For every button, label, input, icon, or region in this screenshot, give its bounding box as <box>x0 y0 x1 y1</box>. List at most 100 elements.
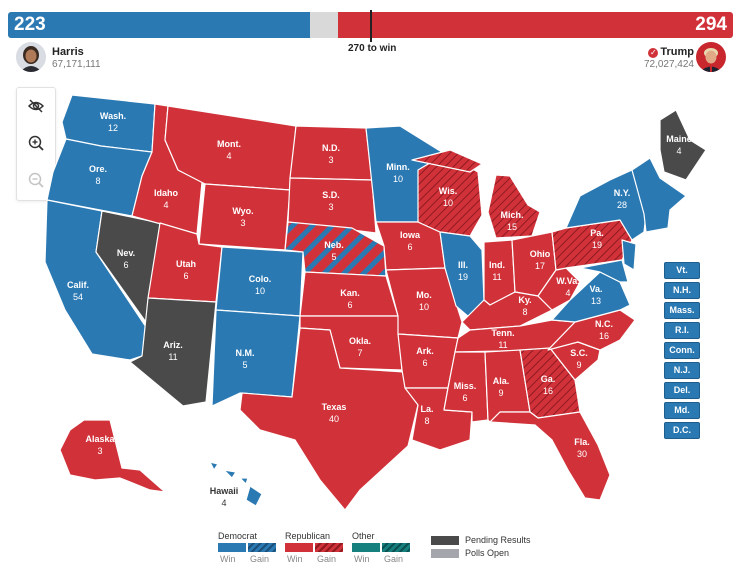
pending-bar-segment <box>310 12 338 38</box>
svg-text:40: 40 <box>329 414 339 424</box>
legend-swatch-gain <box>382 543 410 552</box>
svg-text:Mont.: Mont. <box>217 139 241 149</box>
svg-text:10: 10 <box>393 174 403 184</box>
legend-swatch-win <box>285 543 313 552</box>
svg-text:Ala.: Ala. <box>493 376 510 386</box>
legend-swatch-win <box>218 543 246 552</box>
legend-label-gain: Gain <box>250 554 270 564</box>
state-az[interactable] <box>129 297 217 407</box>
state-box-dc[interactable]: D.C. <box>664 422 700 439</box>
legend-title: Other <box>352 531 375 541</box>
state-wy[interactable] <box>198 183 291 251</box>
svg-text:N.C.: N.C. <box>595 319 613 329</box>
svg-text:Ore.: Ore. <box>89 164 107 174</box>
svg-text:Pa.: Pa. <box>590 228 604 238</box>
legend-label-polls-open: Polls Open <box>465 548 510 558</box>
svg-text:3: 3 <box>328 155 333 165</box>
state-box-nh[interactable]: N.H. <box>664 282 700 299</box>
svg-text:15: 15 <box>507 222 517 232</box>
legend-label-win: Win <box>287 554 303 564</box>
state-box-md[interactable]: Md. <box>664 402 700 419</box>
avatar <box>696 42 726 72</box>
legend-label-win: Win <box>354 554 370 564</box>
svg-text:28: 28 <box>617 200 627 210</box>
legend-swatch-pending <box>431 536 459 545</box>
hide-labels-icon <box>27 99 45 113</box>
zoom-in-icon <box>28 135 44 151</box>
state-fl[interactable] <box>489 411 611 501</box>
svg-text:Maine: Maine <box>666 134 692 144</box>
svg-text:13: 13 <box>591 296 601 306</box>
svg-text:10: 10 <box>443 198 453 208</box>
state-mi[interactable] <box>411 149 541 239</box>
svg-text:4: 4 <box>226 151 231 161</box>
state-nd[interactable] <box>289 125 373 181</box>
svg-text:17: 17 <box>535 261 545 271</box>
svg-text:Calif.: Calif. <box>67 280 89 290</box>
candidate-popular-votes: 67,171,111 <box>52 59 101 70</box>
svg-text:6: 6 <box>183 271 188 281</box>
legend-title: Democrat <box>218 531 258 541</box>
zoom-out-icon <box>28 172 44 188</box>
svg-text:Ariz.: Ariz. <box>163 340 183 350</box>
state-new-england[interactable] <box>631 157 687 233</box>
state-box-nj[interactable]: N.J. <box>664 362 700 379</box>
hide-labels-button[interactable] <box>17 88 55 124</box>
state-box-ct[interactable]: Conn. <box>664 342 700 359</box>
svg-text:30: 30 <box>577 449 587 459</box>
candidate-name: Harris <box>52 46 84 58</box>
legend-swatch-polls-open <box>431 549 459 558</box>
svg-text:Alaska: Alaska <box>85 434 115 444</box>
svg-text:N.M.: N.M. <box>236 348 255 358</box>
state-md[interactable] <box>579 259 629 283</box>
state-sd[interactable] <box>287 177 377 234</box>
threshold-label: 270 to win <box>348 43 397 54</box>
state-box-ma[interactable]: Mass. <box>664 302 700 319</box>
state-me[interactable] <box>659 109 707 181</box>
svg-text:Ill.: Ill. <box>458 260 468 270</box>
state-nm[interactable] <box>211 309 301 407</box>
state-va[interactable] <box>551 271 631 323</box>
zoom-out-button[interactable] <box>17 162 55 198</box>
rep-electoral-votes: 294 <box>695 14 727 35</box>
svg-text:Okla.: Okla. <box>349 336 371 346</box>
svg-text:Va.: Va. <box>589 284 602 294</box>
svg-text:3: 3 <box>328 202 333 212</box>
svg-text:11: 11 <box>492 272 501 282</box>
state-nj[interactable] <box>621 239 637 271</box>
svg-text:S.D.: S.D. <box>322 190 340 200</box>
zoom-in-button[interactable] <box>17 125 55 161</box>
state-tx[interactable] <box>239 327 419 511</box>
svg-text:16: 16 <box>543 386 553 396</box>
svg-text:6: 6 <box>123 260 128 270</box>
svg-text:Hawaii: Hawaii <box>210 486 239 496</box>
svg-text:Neb.: Neb. <box>324 240 344 250</box>
svg-text:4: 4 <box>221 498 226 508</box>
svg-text:S.C.: S.C. <box>570 348 588 358</box>
svg-text:4: 4 <box>676 146 681 156</box>
candidate-popular-votes: 72,027,424 <box>643 59 694 70</box>
svg-text:5: 5 <box>331 252 336 262</box>
dem-electoral-votes: 223 <box>14 14 46 35</box>
state-hi[interactable] <box>209 461 263 507</box>
state-ak[interactable] <box>59 419 166 493</box>
svg-text:N.Y.: N.Y. <box>614 188 631 198</box>
svg-text:Ky.: Ky. <box>518 295 531 305</box>
legend-swatch-gain <box>315 543 343 552</box>
state-box-de[interactable]: Del. <box>664 382 700 399</box>
svg-text:Wash.: Wash. <box>100 111 126 121</box>
svg-text:Mich.: Mich. <box>500 210 523 220</box>
svg-text:6: 6 <box>407 242 412 252</box>
svg-text:Ga.: Ga. <box>541 374 556 384</box>
svg-text:5: 5 <box>242 360 247 370</box>
svg-text:Mo.: Mo. <box>416 290 432 300</box>
state-box-ri[interactable]: R.I. <box>664 322 700 339</box>
state-box-vt[interactable]: Vt. <box>664 262 700 279</box>
svg-text:6: 6 <box>462 393 467 403</box>
electoral-vote-bar: 223 294 <box>8 10 733 42</box>
svg-text:La.: La. <box>420 404 433 414</box>
svg-text:Wis.: Wis. <box>439 186 457 196</box>
svg-text:9: 9 <box>498 388 503 398</box>
